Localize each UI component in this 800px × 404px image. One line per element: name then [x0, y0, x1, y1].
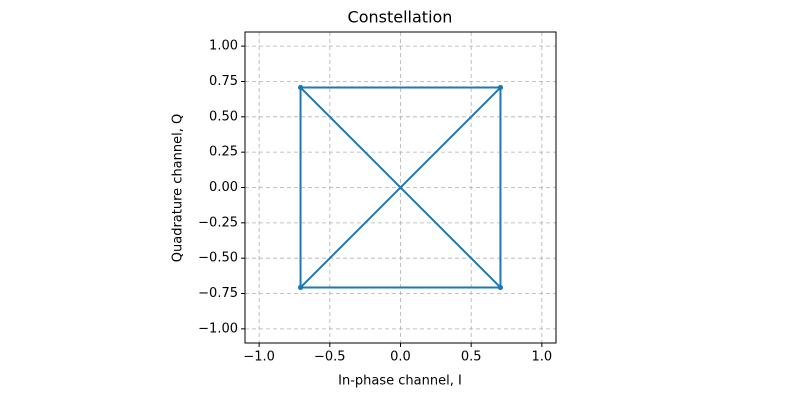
y-tick-label: −0.75: [198, 286, 238, 301]
y-tick-label: −1.00: [198, 321, 238, 336]
y-tick-label: 1.00: [209, 39, 238, 54]
point: [497, 85, 503, 91]
x-tick-label: 0.5: [461, 350, 482, 365]
y-tick-label: 0.00: [209, 180, 238, 195]
point: [298, 85, 304, 91]
y-tick-label: 0.75: [209, 74, 238, 89]
x-tick-label: 1.0: [532, 350, 553, 365]
point: [497, 284, 503, 290]
x-tick-label: −0.5: [314, 350, 346, 365]
y-axis-label: Quadrature channel, Q: [171, 114, 186, 262]
plot-frame: [244, 31, 557, 344]
y-tick-label: −0.50: [198, 251, 238, 266]
series-line: [299, 86, 502, 289]
y-tick-label: 0.50: [209, 109, 238, 124]
x-axis-label: In-phase channel, I: [338, 374, 462, 389]
y-tick-label: 0.25: [209, 145, 238, 160]
point: [298, 284, 304, 290]
x-tick-label: 0.0: [390, 350, 411, 365]
y-tick-label: −0.25: [198, 215, 238, 230]
chart-title: Constellation: [348, 8, 453, 27]
x-tick-label: −1.0: [243, 350, 275, 365]
